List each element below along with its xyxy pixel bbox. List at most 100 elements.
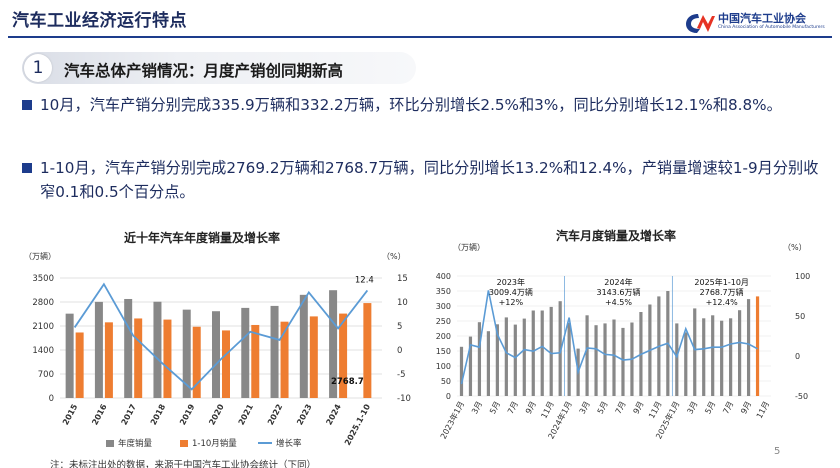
header-divider (8, 36, 832, 38)
chart2-bar (720, 320, 724, 396)
chart2-bar (549, 306, 553, 396)
chart2-title: 汽车月度销量及增长率 (556, 229, 677, 243)
chart1-bar-annual (65, 313, 74, 398)
chart2-bar (594, 325, 598, 396)
chart1-y2-tick: 5 (397, 322, 402, 332)
chart1-title: 近十年汽车年度销量及增长率 (124, 231, 281, 245)
chart2-bar (675, 323, 679, 396)
chart2-annotation-year: 2025年1-10月 (694, 277, 749, 287)
chart1-legend-jan-oct: 1-10月销量 (192, 438, 237, 449)
chart1-bar-jan-oct (192, 326, 201, 398)
chart2-bar (486, 331, 490, 396)
chart2-bar (603, 323, 607, 396)
chart1-y-tick: 700 (38, 370, 54, 380)
chart1-bar-annual (299, 294, 308, 398)
chart2-y-tick: 150 (436, 347, 451, 356)
logo-name: 中国汽车工业协会 (718, 12, 806, 25)
chart2-x-tick: 3月 (470, 400, 484, 416)
chart2-y-tick: 200 (436, 332, 451, 341)
chart2-annotation-growth: +12% (499, 298, 524, 307)
page-number: 5 (774, 446, 781, 457)
chart2-y-tick: 50 (441, 377, 451, 386)
bullet-text-2: 1-10月，汽车产销分别完成2769.2万辆和2768.7万辆，同比分别增长13… (40, 159, 819, 201)
chart1-bar-jan-oct (75, 332, 84, 398)
chart2-x-tick: 5月 (703, 400, 717, 416)
chart2-x-tick: 3月 (578, 400, 592, 416)
chart2-bar (621, 327, 625, 396)
chart1-x-tick: 2019 (178, 402, 197, 426)
chart2-x-tick: 11月 (755, 400, 771, 420)
chart1-bar-annual (329, 290, 338, 398)
chart2-bar (738, 310, 742, 396)
chart2-y-tick: 0 (446, 392, 451, 401)
chart1-y2-tick: 0 (397, 346, 402, 356)
chart1-bar-annual (182, 309, 191, 398)
chart1-bar-jan-oct (222, 330, 230, 398)
chart2-x-tick: 5月 (488, 400, 502, 416)
chart1-x-tick: 2022 (266, 403, 284, 427)
chart2-annotation-total: 3143.6万辆 (596, 287, 640, 297)
chart2-bar (531, 310, 535, 396)
chart2-bar (495, 324, 499, 396)
monthly-sales-chart: （万辆） （%） 0 50 100 150 200 250 300 350 400 -50 0 50 100… (436, 242, 811, 441)
chart2-annotation-total: 2768.7万辆 (700, 287, 744, 297)
chart2-y2-tick: 0 (795, 352, 800, 361)
chart1-x-tick: 2015 (61, 402, 80, 426)
chart1-bar-annual (153, 301, 162, 398)
chart1-bar-annual (270, 305, 279, 398)
chart1-y2-unit: （%） (382, 252, 406, 261)
chart1-legend-annual-swatch (106, 440, 114, 447)
chart1-growth-line (73, 282, 369, 391)
chart1-legend-growth: 增长率 (276, 438, 302, 449)
chart2-growth-line (460, 290, 758, 385)
caam-logo-icon (686, 14, 715, 33)
chart1-bar-jan-oct (339, 313, 348, 398)
chart2-bar (684, 332, 688, 396)
chart2-annotation-growth: +4.5% (605, 298, 632, 307)
chart1-y-tick: 1400 (32, 346, 54, 356)
chart1-bar-jan-oct (134, 318, 143, 398)
chart2-y2-tick: 50 (795, 312, 805, 321)
chart1-x-tick: 2023 (295, 403, 313, 427)
chart1-bar-jan-oct (280, 321, 289, 398)
chart2-x-tick: 7月 (721, 400, 735, 416)
chart2-y-tick: 350 (436, 287, 451, 296)
chart1-bar-jan-oct (104, 322, 113, 398)
chart2-x-tick: 3月 (685, 400, 699, 416)
chart1-y-tick: 0 (49, 394, 54, 404)
chart1-annotation-sales: 2768.7 (331, 377, 364, 387)
chart2-bar (522, 318, 526, 396)
chart1-bar-annual (94, 301, 103, 398)
chart1-bar-annual (212, 311, 220, 398)
chart2-x-tick: 9月 (524, 400, 538, 416)
chart2-y-tick: 300 (436, 302, 451, 311)
chart1-y-tick: 2800 (32, 298, 54, 308)
section-banner (22, 52, 416, 84)
footnote: 注：未标注出处的数据，来源于中国汽车工业协会统计（下同） (50, 460, 317, 468)
page-title: 汽车工业经济运行特点 (12, 11, 187, 31)
logo: 中国汽车工业协会 China Association of Automobile… (684, 10, 834, 36)
chart2-y-tick: 400 (436, 272, 451, 281)
chart2-bar (711, 315, 715, 396)
chart1-bar-jan-oct (363, 303, 372, 398)
bullet-text-1: 10月，汽车产销分别完成335.9万辆和332.2万辆，环比分别增长2.5%和3… (40, 96, 782, 114)
chart2-x-tick: 2023年1月 (438, 399, 466, 440)
chart2-y-tick: 100 (436, 362, 451, 371)
bullet-marker (22, 163, 32, 173)
chart2-bar (468, 336, 473, 396)
chart1-legend-annual: 年度销量 (118, 438, 153, 449)
chart2-y2-tick: -50 (795, 392, 808, 401)
chart1-y2-tick: -5 (397, 370, 405, 380)
chart1-bar-annual (124, 298, 133, 398)
chart2-x-tick: 7月 (506, 400, 520, 416)
chart1-legend-jan-oct-swatch (180, 440, 188, 447)
chart2-bar (558, 301, 562, 396)
chart2-bar (612, 319, 616, 396)
chart2-annotation-total: 3009.4万辆 (489, 287, 533, 297)
chart1-x-tick: 2025.1-10 (343, 402, 372, 447)
chart2-x-tick: 11月 (647, 400, 663, 420)
chart2-bar (477, 322, 482, 396)
chart1-y-tick: 2100 (32, 322, 54, 332)
chart2-x-tick: 5月 (596, 400, 610, 416)
chart1-x-tick: 2020 (207, 402, 226, 426)
